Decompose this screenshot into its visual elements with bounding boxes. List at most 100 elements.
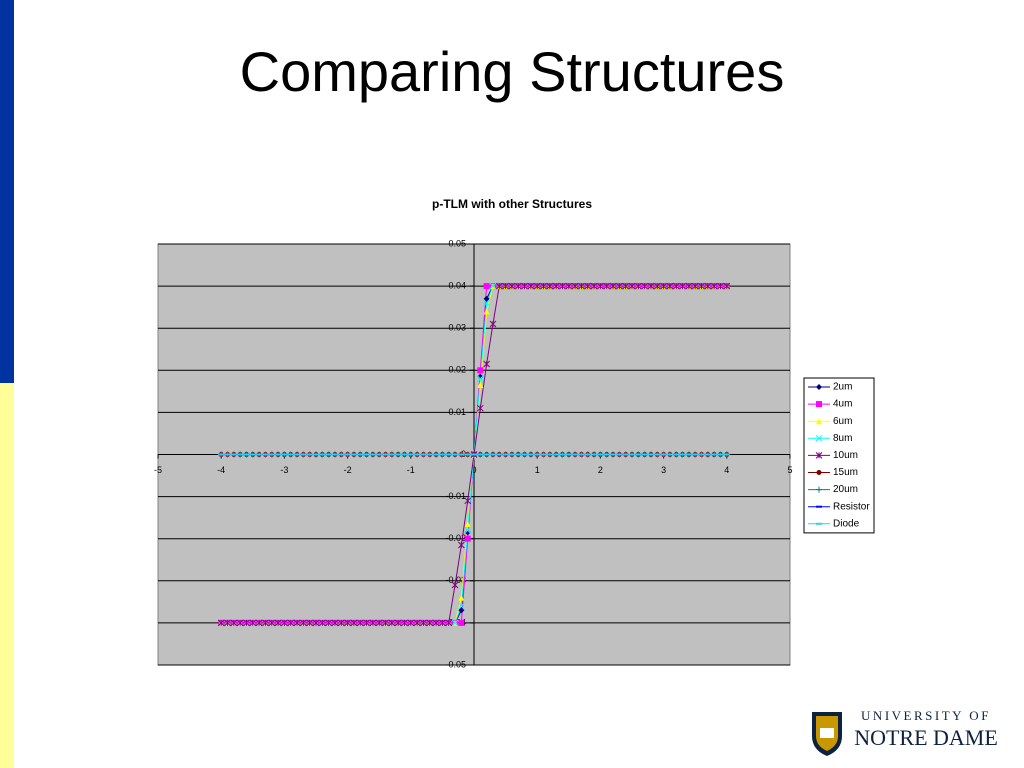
legend-label: 20um [833, 484, 858, 495]
marker [653, 282, 661, 290]
legend-label: 10um [833, 450, 858, 461]
y-tick-label: 0.05 [448, 238, 466, 248]
marker [590, 282, 598, 290]
marker [628, 282, 636, 290]
marker [660, 282, 667, 290]
marker [464, 535, 471, 542]
marker [388, 619, 396, 627]
y-tick-label: -0.02 [445, 533, 466, 543]
marker [230, 619, 238, 627]
marker [552, 282, 560, 290]
marker [268, 619, 276, 627]
marker [704, 282, 712, 290]
y-tick-label: 0.01 [448, 407, 466, 417]
marker [451, 619, 459, 627]
marker [458, 594, 465, 601]
marker [236, 619, 244, 627]
marker [287, 619, 295, 627]
marker [445, 619, 453, 627]
marker [483, 299, 490, 307]
legend-marker [815, 452, 823, 459]
legend: 2um 4um 6um 8um 10um 15um 20um Resistor Diode [803, 377, 875, 534]
x-tick-label: 5 [787, 465, 792, 475]
legend-label: 15um [833, 467, 858, 478]
marker [723, 282, 731, 290]
y-tick-label: 0.03 [448, 323, 466, 333]
marker [300, 619, 307, 627]
marker [477, 367, 484, 374]
marker [394, 619, 402, 627]
x-tick-label: -4 [217, 465, 225, 475]
marker [483, 360, 490, 368]
plot: -0.05-0.04-0.03-0.02-0.0100.010.020.030.… [154, 238, 875, 669]
marker [616, 282, 623, 290]
marker [255, 619, 263, 627]
marker [401, 619, 408, 627]
legend-marker [816, 384, 822, 390]
marker [578, 282, 585, 290]
x-tick-label: 1 [535, 465, 540, 475]
marker [489, 282, 497, 290]
marker [527, 282, 535, 290]
marker [540, 282, 547, 290]
marker [432, 619, 440, 627]
marker [483, 283, 490, 290]
marker [584, 282, 592, 290]
y-tick-label: -0.01 [445, 491, 466, 501]
marker [710, 282, 718, 290]
marker [483, 295, 490, 302]
marker [262, 619, 269, 627]
side-bar-blue [0, 0, 14, 383]
marker [464, 520, 471, 527]
marker [622, 282, 630, 290]
slide-title: Comparing Structures [240, 40, 785, 103]
marker [597, 282, 604, 290]
marker [458, 607, 465, 614]
marker [679, 282, 686, 290]
marker [634, 282, 642, 290]
marker [217, 619, 225, 627]
marker [546, 282, 554, 290]
marker [356, 619, 364, 627]
legend-marker [815, 434, 823, 442]
marker [439, 619, 446, 627]
y-tick-label: 0.04 [448, 280, 466, 290]
marker [533, 282, 541, 290]
x-tick-label: -5 [154, 465, 162, 475]
marker [458, 541, 465, 549]
marker [318, 619, 326, 627]
marker [224, 619, 231, 627]
marker [413, 619, 421, 627]
x-tick-label: -3 [280, 465, 288, 475]
x-tick-label: 4 [724, 465, 729, 475]
marker [375, 619, 383, 627]
marker [641, 282, 648, 290]
logo-line1: UNIVERSITY OF [861, 708, 991, 723]
marker [274, 619, 282, 627]
marker [603, 282, 611, 290]
side-bar-yellow [0, 383, 14, 768]
logo-line2: NOTRE DAME [854, 725, 998, 750]
marker [407, 619, 415, 627]
marker [306, 619, 314, 627]
marker [350, 619, 358, 627]
marker [521, 282, 528, 290]
marker [293, 619, 301, 627]
marker [458, 619, 465, 626]
marker [281, 619, 288, 627]
x-tick-label: 2 [598, 465, 603, 475]
marker [369, 619, 377, 627]
marker [363, 619, 370, 627]
legend-label: Resistor [833, 501, 870, 512]
legend-label: 8um [833, 433, 852, 444]
chart-title: p-TLM with other Structures [432, 197, 592, 211]
marker [672, 282, 680, 290]
marker [666, 282, 674, 290]
marker [243, 619, 250, 627]
y-tick-label: 0.02 [448, 365, 466, 375]
marker [514, 282, 522, 290]
marker [717, 282, 724, 290]
marker [647, 282, 655, 290]
marker [685, 282, 693, 290]
